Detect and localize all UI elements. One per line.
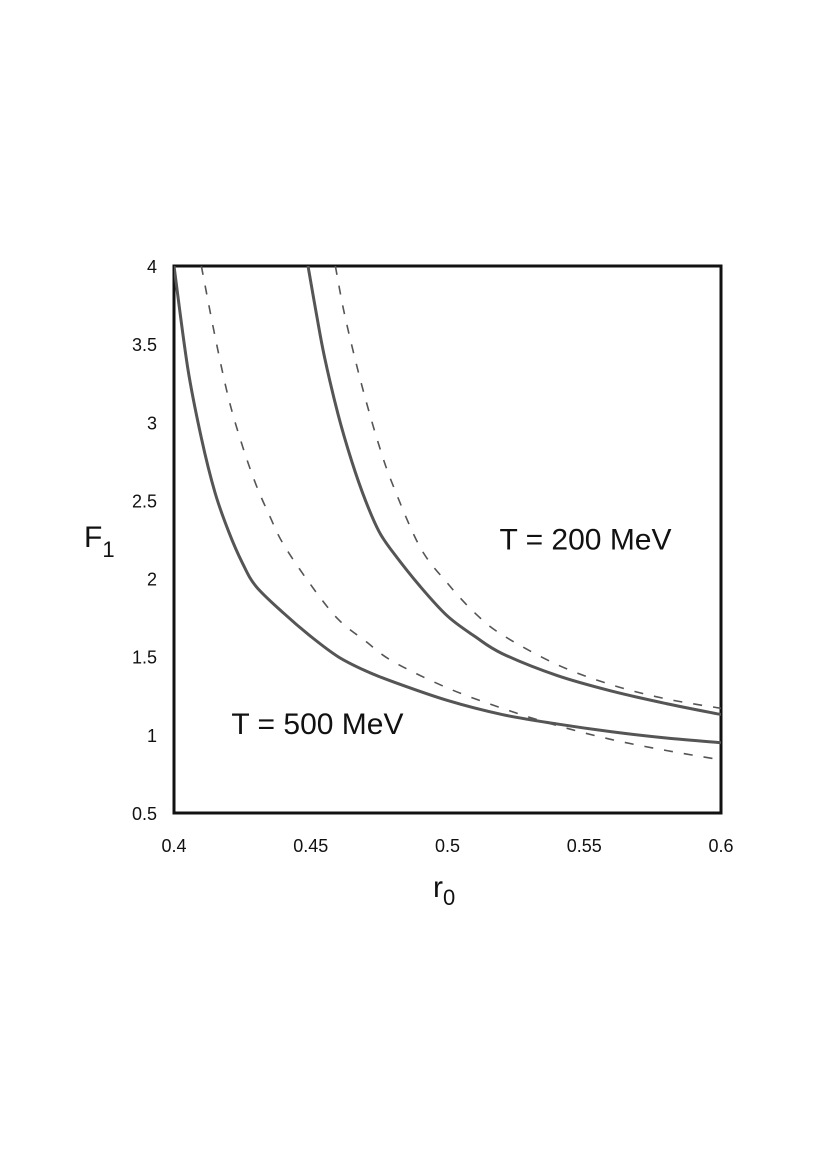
x-axis-label-sub: 0 — [443, 885, 455, 910]
annotation-label-2: T = 500 MeV — [231, 708, 403, 741]
y-tick-label: 2.5 — [132, 491, 157, 511]
y-axis-ticks: 0.5 1 1.5 2 2.5 3 3.5 4 — [132, 257, 157, 824]
y-tick-label: 0.5 — [132, 804, 157, 824]
y-tick-label: 1 — [147, 726, 157, 746]
y-axis-label: F1 — [84, 521, 115, 562]
y-tick-label: 3 — [147, 413, 157, 433]
y-tick-label: 2 — [147, 570, 157, 590]
x-tick-label: 0.45 — [293, 836, 328, 856]
series-line-2-dashed — [200, 266, 721, 761]
series-line-4-dashed — [334, 266, 721, 710]
y-tick-label: 4 — [147, 257, 157, 277]
annotations: T = 200 MeV T = 500 MeV — [231, 524, 671, 741]
y-axis-label-sub: 1 — [102, 537, 114, 562]
x-tick-label: 0.6 — [708, 836, 733, 856]
series-layer — [174, 266, 721, 761]
y-tick-label: 3.5 — [132, 335, 157, 355]
plot-frame — [172, 264, 723, 815]
y-axis-label-main: F — [84, 521, 102, 554]
x-axis-label: r0 — [433, 871, 455, 910]
plot-area — [172, 264, 723, 815]
x-axis-ticks: 0.4 0.45 0.5 0.55 0.6 — [161, 836, 733, 856]
series-line-1-solid — [174, 266, 721, 745]
x-tick-label: 0.55 — [567, 836, 602, 856]
series-line-3-solid — [306, 266, 721, 717]
x-axis-label-main: r — [433, 871, 443, 904]
x-tick-label: 0.4 — [161, 836, 186, 856]
x-tick-label: 0.5 — [435, 836, 460, 856]
annotation-label-1: T = 200 MeV — [499, 524, 671, 557]
y-tick-label: 1.5 — [132, 648, 157, 668]
